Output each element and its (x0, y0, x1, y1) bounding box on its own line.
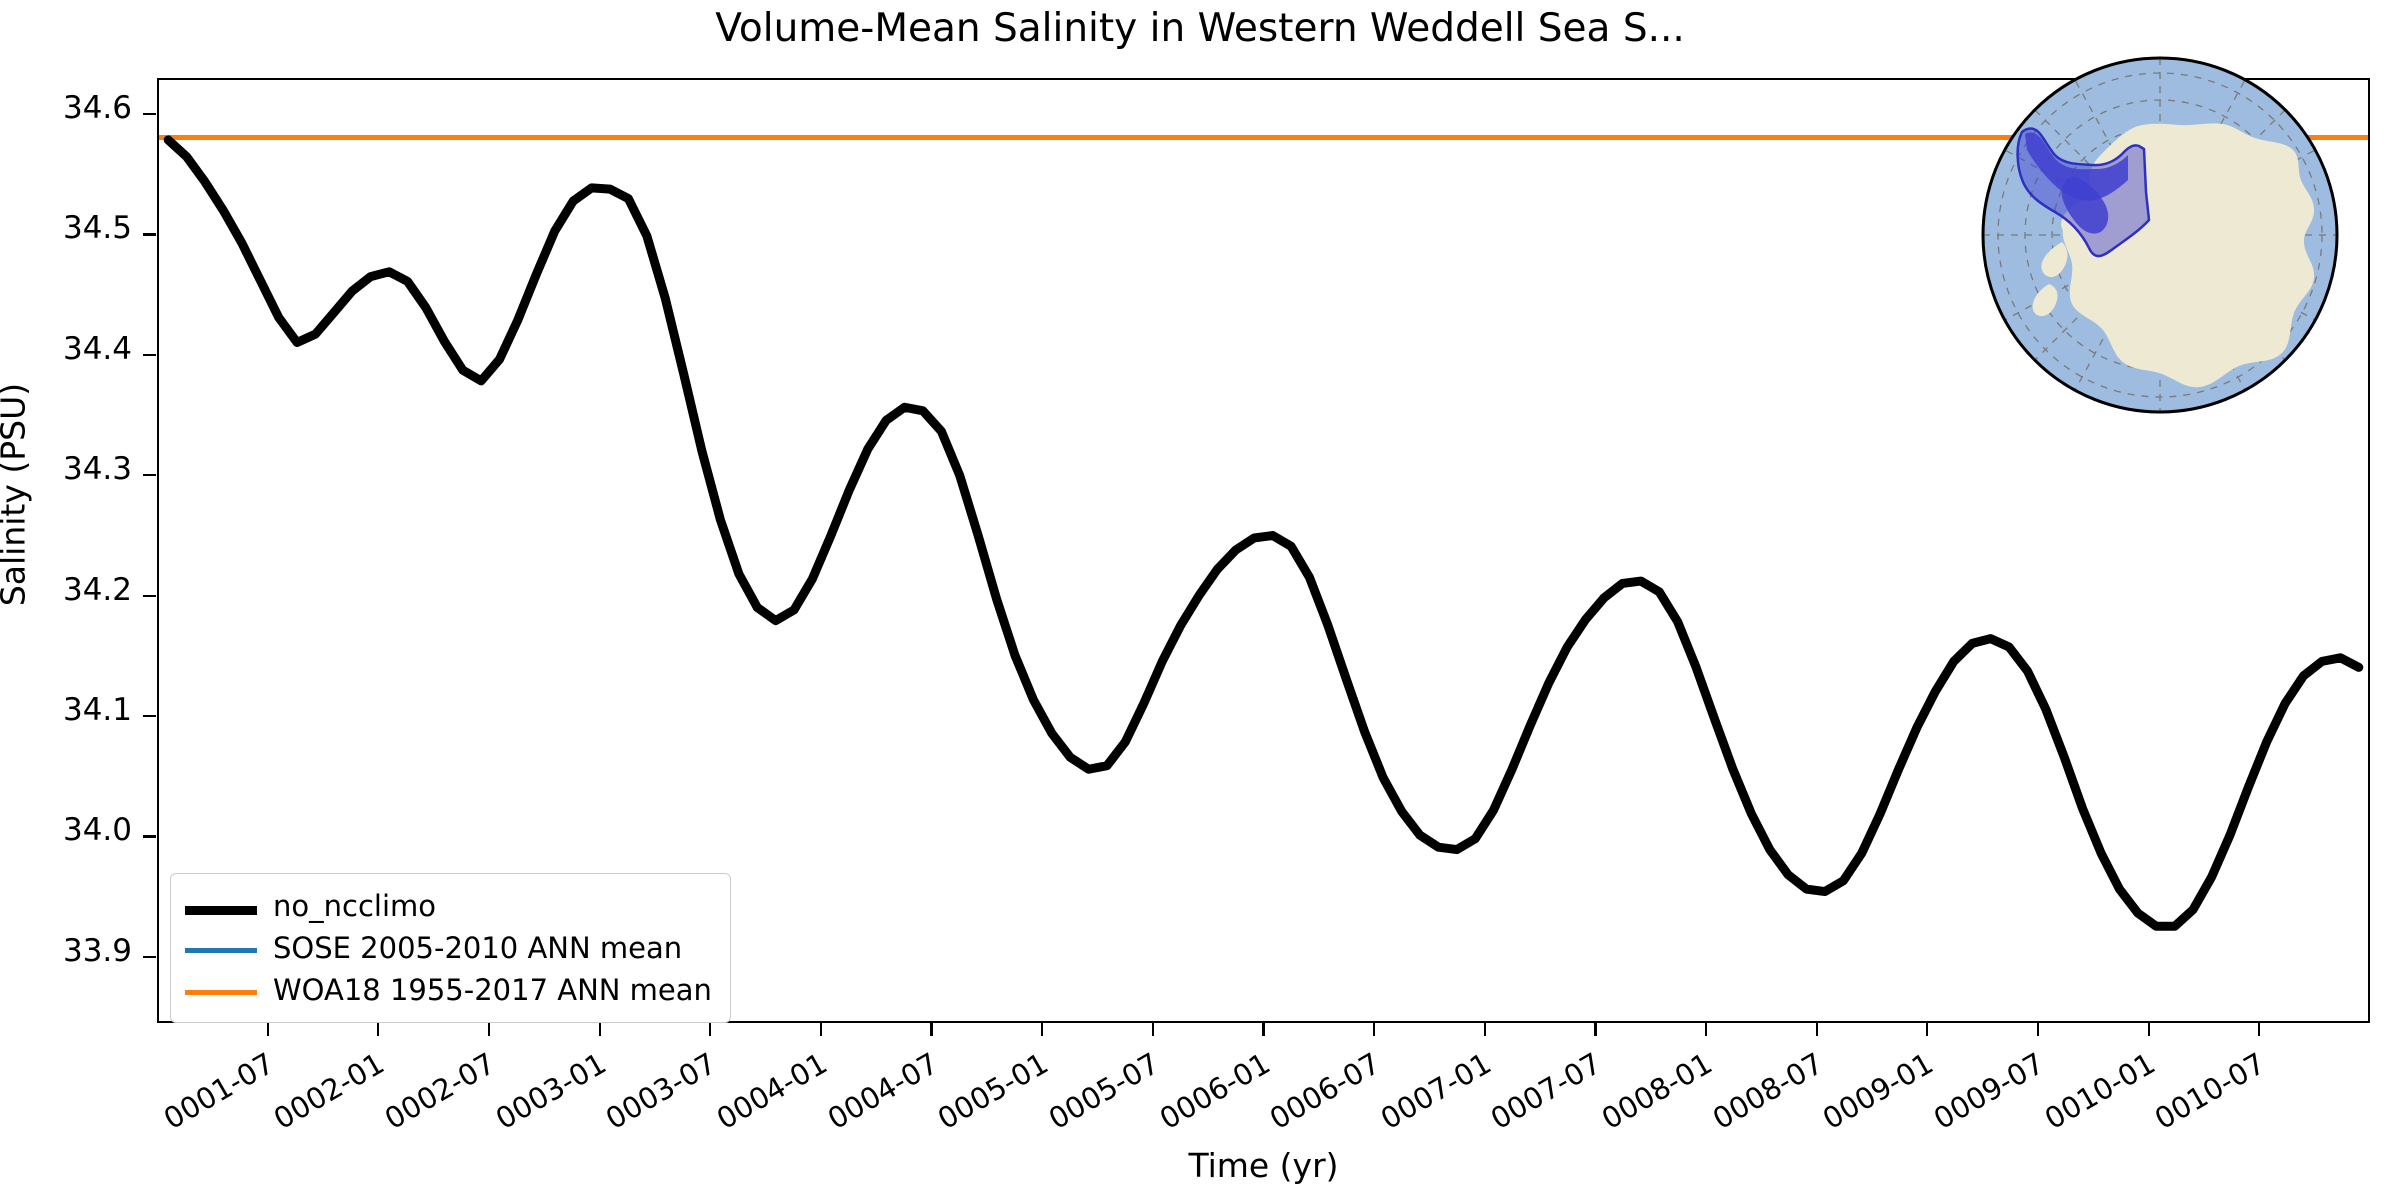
x-tick-mark (1926, 1023, 1929, 1036)
legend-item[interactable]: WOA18 1955-2017 ANN mean (185, 969, 712, 1011)
antarctica-landmass (2032, 123, 2315, 388)
highlighted-region (2016, 127, 2151, 258)
y-tick-mark (143, 715, 156, 718)
x-tick-mark (2147, 1023, 2150, 1036)
page-title: Volume-Mean Salinity in Western Weddell … (715, 6, 1685, 51)
y-tick-mark (143, 113, 156, 116)
y-tick-label: 33.9 (62, 932, 132, 969)
x-tick-mark (487, 1023, 491, 1036)
data-series-layer (168, 140, 2359, 926)
x-tick-mark (1594, 1023, 1597, 1036)
legend-label: WOA18 1955-2017 ANN mean (273, 972, 712, 1007)
y-tick-mark (143, 474, 156, 477)
y-tick-label: 34.1 (62, 692, 132, 729)
y-tick-label: 34.0 (62, 812, 132, 849)
x-tick-mark (709, 1023, 712, 1036)
plot-svg (159, 80, 2368, 1021)
y-tick-label: 34.6 (62, 90, 132, 127)
x-tick-mark (930, 1023, 933, 1036)
series-line-no_ncclimo (168, 140, 2359, 926)
y-axis-label: Salinity (PSU) (0, 382, 33, 607)
y-tick-mark (143, 955, 156, 958)
legend-item[interactable]: SOSE 2005-2010 ANN mean (185, 927, 712, 969)
legend-box[interactable]: no_ncclimo SOSE 2005-2010 ANN mean WOA18 1… (170, 873, 731, 1023)
y-tick-mark (143, 594, 156, 597)
y-tick-label: 34.5 (62, 210, 132, 247)
antarctica-polar-inset (1977, 52, 2343, 418)
inset-map-svg (1981, 56, 2339, 414)
x-tick-mark (377, 1023, 380, 1036)
x-tick-mark (1041, 1023, 1044, 1036)
x-tick-mark (266, 1023, 269, 1036)
legend-item[interactable]: no_ncclimo (185, 885, 712, 927)
legend-label: no_ncclimo (273, 888, 436, 923)
x-tick-mark (1151, 1023, 1154, 1036)
y-tick-mark (143, 835, 156, 838)
x-tick-mark (2258, 1023, 2261, 1036)
y-tick-label: 34.4 (62, 330, 132, 367)
x-tick-mark (1815, 1023, 1818, 1036)
y-tick-label: 34.2 (62, 571, 132, 608)
y-tick-mark (143, 353, 156, 357)
globe-outline (1981, 56, 2339, 414)
x-tick-mark (2036, 1023, 2040, 1036)
x-tick-mark (1262, 1023, 1265, 1036)
legend-label: SOSE 2005-2010 ANN mean (273, 930, 683, 965)
x-axis-label: Time (yr) (1188, 1146, 1339, 1185)
plot-area (157, 78, 2370, 1023)
x-tick-mark (1373, 1023, 1376, 1036)
x-tick-mark (1705, 1023, 1708, 1036)
x-tick-mark (819, 1023, 822, 1036)
x-tick-mark (598, 1023, 601, 1036)
y-tick-label: 34.3 (62, 451, 132, 488)
x-tick-mark (1483, 1023, 1486, 1036)
y-tick-mark (143, 233, 156, 236)
